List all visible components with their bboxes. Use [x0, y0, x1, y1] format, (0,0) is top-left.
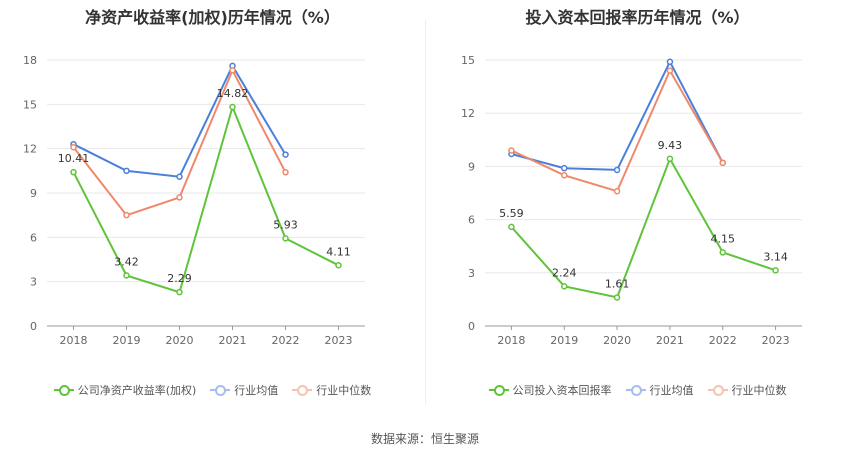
x-tick-label: 2019: [550, 334, 578, 347]
roic-chart-legend: 公司投入资本回报率 行业均值 行业中位数: [425, 382, 850, 398]
y-tick-label: 6: [468, 214, 475, 227]
data-label: 2.29: [167, 272, 192, 285]
data-label: 10.41: [58, 152, 90, 165]
data-point-company: [613, 294, 621, 301]
y-tick-label: 18: [23, 54, 37, 67]
y-tick-label: 3: [30, 276, 37, 289]
data-label: 4.11: [326, 245, 351, 258]
data-label: 3.14: [763, 250, 788, 263]
data-point-company: [666, 155, 674, 163]
data-point-company: [123, 272, 130, 279]
data-point-company: [508, 223, 515, 231]
y-tick-label: 0: [468, 320, 475, 333]
y-tick-label: 6: [30, 231, 37, 244]
data-point-company: [772, 267, 779, 274]
x-tick-label: 2021: [656, 334, 684, 347]
data-point-company: [335, 262, 342, 269]
data-point-company: [282, 235, 289, 242]
x-tick-label: 2019: [113, 334, 141, 347]
data-point-avg: [123, 167, 130, 175]
data-point-median: [176, 194, 183, 201]
roic-chart-panel: 投入资本回报率历年情况（%） 0 3 6 9 12 15 2018 2019 2020 2021 2…: [425, 0, 850, 410]
data-point-median: [508, 147, 515, 154]
y-tick-label: 12: [23, 143, 37, 156]
data-point-avg: [561, 164, 568, 172]
x-tick-label: 2020: [166, 334, 194, 347]
legend-label: 公司净资产收益率(加权): [77, 384, 197, 397]
data-label: 4.15: [711, 232, 736, 245]
data-point-median: [282, 169, 289, 176]
data-point-median: [123, 211, 130, 219]
series-line-company: [510, 156, 776, 299]
legend-label: 行业均值: [649, 384, 694, 397]
data-point-company: [719, 249, 726, 256]
y-tick-label: 0: [30, 320, 37, 333]
series-line-avg: [511, 59, 724, 171]
data-source: 数据来源：恒生聚源: [370, 432, 479, 446]
legend-item-median[interactable]: 行业中位数: [292, 382, 371, 398]
x-tick-label: 2021: [219, 334, 247, 347]
legend-item-median[interactable]: 行业中位数: [707, 382, 787, 398]
data-label: 1.61: [605, 277, 630, 290]
data-point-median: [613, 187, 621, 195]
legend-item-avg[interactable]: 行业均值: [210, 382, 278, 398]
x-tick-label: 2018: [60, 334, 88, 347]
data-point-company: [176, 288, 183, 296]
roic-chart-plot: 0 3 6 9 12 15 2018 2019 2020 2021 2022 2023 5.59 2.24…: [461, 54, 802, 347]
y-tick-label: 3: [468, 267, 475, 280]
data-point-median: [70, 143, 77, 151]
data-point-median: [719, 159, 726, 167]
legend-median-icon: [707, 385, 728, 396]
x-tick-label: 2022: [272, 334, 300, 347]
roe-chart-title: 净资产收益率(加权)历年情况（%）: [85, 8, 340, 27]
roe-chart-plot: 0 3 6 9 12 15 18 2018 2019 2020 2021 2022 2023 10.41 3…: [23, 54, 365, 347]
x-tick-label: 2023: [762, 334, 790, 347]
legend-item-avg[interactable]: 行业均值: [625, 382, 694, 398]
legend-label: 行业均值: [234, 384, 279, 397]
legend-label: 行业中位数: [731, 384, 787, 397]
data-point-company: [229, 103, 236, 111]
data-label: 5.93: [273, 218, 298, 231]
legend-avg-icon: [625, 385, 646, 396]
data-label: 14.82: [217, 87, 249, 100]
data-label: 3.42: [114, 255, 139, 268]
legend-avg-icon: [210, 385, 231, 396]
legend-company-icon: [488, 385, 509, 396]
y-tick-label: 12: [461, 107, 475, 120]
roe-chart-panel: 净资产收益率(加权)历年情况（%） 0 3 6 9 12 15 18 2018 2019 2020…: [0, 0, 425, 410]
data-point-median: [666, 67, 674, 74]
data-label: 5.59: [499, 207, 524, 220]
y-tick-label: 9: [468, 160, 475, 173]
y-tick-label: 15: [23, 98, 37, 111]
legend-median-icon: [292, 385, 313, 396]
series-line-company: [72, 103, 339, 294]
legend-label: 行业中位数: [316, 384, 372, 397]
x-tick-label: 2022: [709, 334, 737, 347]
data-point-company: [70, 168, 77, 176]
legend-label: 公司投入资本回报率: [512, 384, 612, 397]
data-label: 9.43: [658, 139, 683, 152]
data-point-median: [561, 172, 568, 179]
data-point-avg: [282, 151, 289, 158]
data-point-company: [561, 283, 568, 290]
legend-item-company[interactable]: 公司净资产收益率(加权): [53, 382, 197, 398]
legend-item-company[interactable]: 公司投入资本回报率: [488, 382, 612, 398]
x-tick-label: 2020: [603, 334, 631, 347]
legend-company-icon: [53, 385, 74, 396]
panel-divider: [425, 20, 426, 405]
y-tick-label: 15: [461, 54, 475, 67]
roe-chart-legend: 公司净资产收益率(加权) 行业均值 行业中位数: [0, 382, 425, 398]
x-tick-label: 2023: [325, 334, 353, 347]
data-point-avg: [613, 166, 621, 174]
data-label: 2.24: [552, 266, 577, 279]
data-point-median: [229, 67, 236, 74]
x-tick-label: 2018: [497, 334, 525, 347]
data-point-avg: [666, 58, 674, 66]
data-point-avg: [176, 173, 183, 180]
y-tick-label: 9: [30, 187, 37, 200]
roic-chart-title: 投入资本回报率历年情况（%）: [525, 8, 750, 27]
